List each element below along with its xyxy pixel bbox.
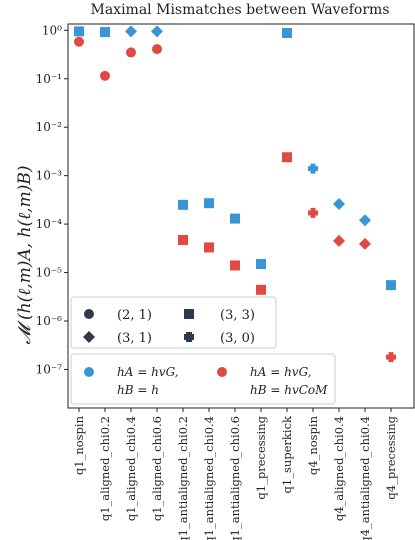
y-tick-label: 10⁻¹ (36, 72, 62, 86)
marker-blue-diamond (333, 197, 345, 210)
legend-modes-frame (70, 296, 277, 349)
x-tick-label: q1_aligned_chi0.6 (150, 416, 164, 521)
x-tick-label: q1_aligned_chi0.2 (98, 416, 112, 521)
x-tick-label: q1_antialigned_chi0.6 (228, 416, 242, 540)
data-markers (74, 25, 396, 363)
y-axis-label: 𝓜 (h(ℓ,m)A, h(ℓ,m)B) (15, 166, 35, 345)
marker-blue-square (204, 198, 214, 209)
marker-blue-square (282, 28, 292, 39)
x-tick-label: q1_superkick (280, 415, 294, 493)
marker-red-diamond (359, 237, 371, 250)
marker-red-plus (386, 352, 396, 363)
x-tick-label: q4_aligned_chi0.4 (332, 416, 346, 521)
y-tick: 10⁻⁴ (36, 217, 68, 231)
legend-mode-label-1: (2, 1) (117, 308, 152, 323)
legend-mode-diamond-icon (83, 331, 95, 343)
marker-blue-diamond (359, 214, 371, 227)
marker-blue-square (100, 27, 110, 38)
x-tick: q1_aligned_chi0.4 (124, 408, 138, 521)
x-tick: q4_aligned_chi0.4 (332, 408, 346, 521)
y-axis-label-text: 𝓜 (h(ℓ,m)A, h(ℓ,m)B) (15, 166, 35, 345)
marker-blue-diamond (125, 25, 137, 38)
marker-blue-square (178, 199, 188, 210)
legend-mode-plus-icon (184, 332, 194, 342)
y-tick: 10⁻³ (36, 169, 68, 183)
y-tick-label: 10⁻⁵ (36, 266, 63, 280)
marker-red-square (256, 284, 266, 295)
y-tick-label: 10⁻⁶ (36, 314, 63, 328)
y-tick: 10⁰ (42, 23, 68, 37)
y-tick-label: 10⁻⁷ (36, 362, 63, 376)
marker-blue-square (256, 259, 266, 270)
x-tick-label: q1_aligned_chi0.4 (124, 416, 138, 521)
legend-mode-label-2: (3, 3) (220, 308, 255, 323)
marker-blue-diamond (151, 25, 163, 38)
y-tick: 10⁻¹ (36, 72, 68, 86)
x-tick: q1_superkick (280, 408, 294, 493)
y-tick: 10⁻⁶ (36, 314, 68, 328)
legend-comparison-2-line2: hB = hvCoM (250, 383, 328, 397)
marker-red-square (230, 260, 240, 271)
legend-mode-label-3: (3, 1) (117, 331, 152, 346)
x-tick: q4_antialigned_chi0.4 (358, 408, 372, 540)
legend-mode-square-icon (184, 309, 194, 319)
marker-blue-square (230, 213, 240, 224)
x-axis-ticks: q1_nospin q1_aligned_chi0.2 q1_aligned_chi… (72, 408, 398, 540)
legend-comparisons: hA = hvG, hB = h hA = hvG, hB = hvCoM (70, 353, 336, 405)
y-tick-label: 10⁻⁴ (36, 217, 63, 231)
x-tick: q1_nospin (72, 408, 86, 475)
x-tick: q1_antialigned_chi0.6 (228, 408, 242, 540)
x-tick: q1_antialigned_chi0.4 (202, 408, 216, 540)
x-tick-label: q1_antialigned_chi0.4 (202, 416, 216, 540)
marker-red-plus (308, 207, 318, 218)
plot-frame (67, 23, 415, 409)
legend-mode-circle-icon (84, 309, 94, 319)
marker-red-diamond (333, 234, 345, 247)
marker-blue-square (386, 280, 396, 291)
marker-blue-plus (308, 163, 318, 174)
legend-comparisons-frame (70, 353, 336, 405)
legend-modes: (2, 1) (3, 3) (3, 1) (3, 0) (70, 296, 277, 349)
chart-title: Maximal Mismatches between Waveforms (91, 2, 390, 18)
marker-red-circle (100, 70, 110, 81)
marker-red-square (282, 152, 292, 163)
x-tick: q1_antialigned_chi0.2 (176, 408, 190, 540)
legend-comparison-blue-icon (84, 367, 94, 377)
y-tick-label: 10⁻³ (36, 169, 63, 183)
x-tick-label: q4_nospin (306, 415, 320, 475)
y-axis-ticks: 10⁰ 10⁻¹ 10⁻² 10⁻³ 10⁻⁴ 10⁻⁵ 10⁻⁶ 10⁻⁷ (36, 23, 68, 376)
x-tick-label: q1_antialigned_chi0.2 (176, 416, 190, 540)
marker-red-square (178, 234, 188, 245)
x-tick: q4_nospin (306, 408, 320, 475)
marker-red-circle (152, 44, 162, 55)
x-tick-label: q1_precessing (254, 415, 268, 499)
y-tick: 10⁻² (36, 120, 68, 134)
x-tick-label: q4_precessing (384, 415, 398, 499)
x-tick: q1_aligned_chi0.2 (98, 408, 112, 521)
y-tick: 10⁻⁷ (36, 362, 68, 376)
marker-red-circle (126, 47, 136, 58)
y-tick-label: 10⁻² (36, 120, 63, 134)
marker-blue-square (74, 26, 84, 37)
marker-red-circle (74, 36, 84, 47)
y-tick: 10⁻⁵ (36, 266, 68, 280)
legend-comparison-2-line1: hA = hvG, (250, 365, 312, 379)
marker-red-square (204, 242, 214, 253)
x-tick-label: q1_nospin (72, 415, 86, 475)
x-tick: q1_precessing (254, 408, 268, 500)
legend-comparison-1-line2: hB = h (117, 383, 159, 397)
x-tick-label: q4_antialigned_chi0.4 (358, 416, 372, 540)
y-tick-label: 10⁰ (42, 23, 62, 37)
legend-comparison-1-line1: hA = hvG, (117, 365, 179, 379)
x-tick: q1_aligned_chi0.6 (150, 408, 164, 521)
legend-comparison-red-icon (217, 367, 227, 377)
legend-mode-label-4: (3, 0) (220, 331, 255, 346)
x-tick: q4_precessing (384, 408, 398, 500)
